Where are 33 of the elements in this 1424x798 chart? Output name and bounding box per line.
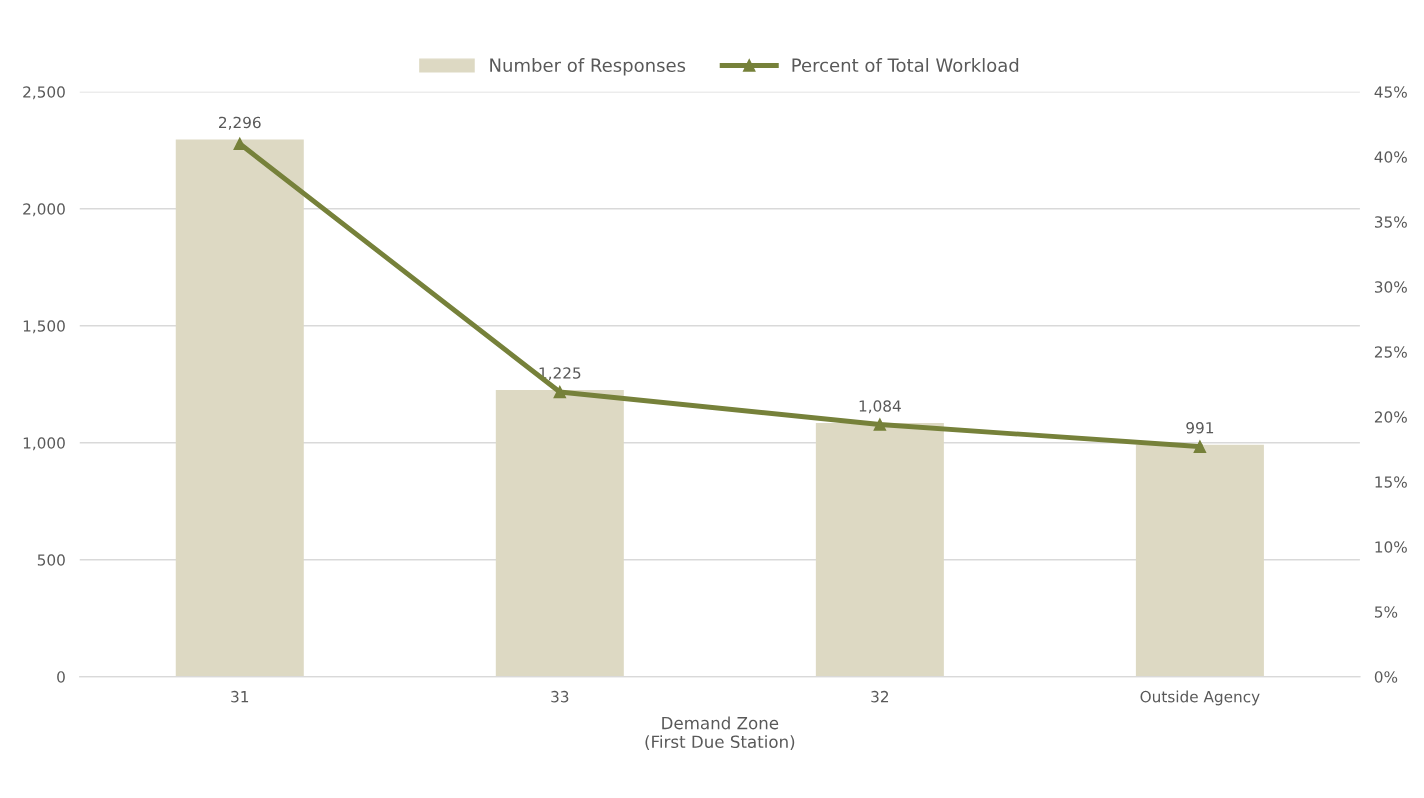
y2-tick-label: 40% (1374, 151, 1407, 163)
point (1193, 440, 1207, 453)
point (553, 385, 567, 399)
bar (495, 390, 624, 677)
point (873, 418, 887, 431)
bar (815, 423, 944, 677)
legend-label: Percent of Total Workload (792, 58, 1019, 73)
y-tick-label: 1,000 (23, 437, 65, 451)
data-label: 2,296 (219, 116, 261, 130)
data-label: 991 (1186, 421, 1214, 434)
x-tick-label: 31 (231, 690, 249, 703)
y2-tick-label: 35% (1374, 216, 1407, 228)
y-tick-label: 0 (57, 671, 65, 683)
x-tick-label: 32 (871, 690, 889, 703)
bar (175, 139, 304, 677)
y2-tick-label: 30% (1374, 281, 1407, 293)
legend-label: Number of Responses (490, 58, 686, 76)
y2-tick-label: 15% (1375, 476, 1407, 488)
y-tick-label: 500 (37, 554, 65, 566)
y-tick-label: 2,000 (23, 203, 65, 217)
data-label: 1,084 (859, 400, 901, 414)
y2-tick-label: 45% (1374, 86, 1407, 98)
x-tick-label: 33 (551, 690, 569, 703)
y2-tick-label: 10% (1375, 541, 1407, 553)
y2-tick-label: 0% (1374, 671, 1398, 683)
y2-tick-label: 20% (1374, 411, 1407, 423)
bar (1135, 444, 1264, 677)
x-tick-label: Outside Agency (1140, 690, 1260, 706)
y2-tick-label: 25% (1374, 346, 1407, 358)
y-tick-label: 2,500 (23, 86, 65, 100)
x-axis-title: Demand Zone (First Due Station) (645, 716, 795, 751)
y-tick-label: 1,500 (23, 320, 65, 334)
y2-tick-label: 5% (1374, 606, 1398, 618)
